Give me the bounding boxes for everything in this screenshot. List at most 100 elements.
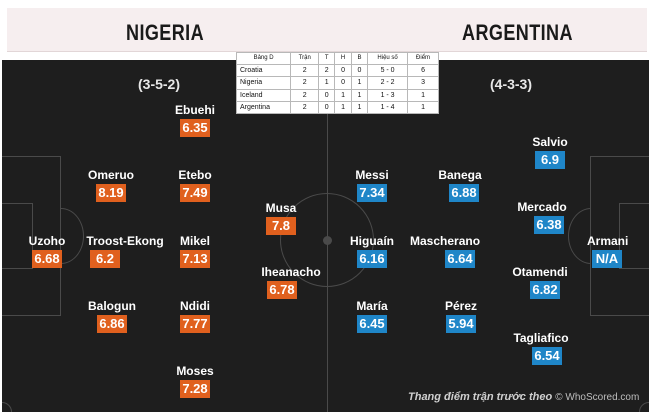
footer-source: © WhoScored.com: [555, 392, 640, 403]
standings-header-row: Bảng D Trận T H B Hiệu số Điểm: [235, 51, 439, 66]
player-rating: 7.34: [357, 184, 387, 202]
player-rating: 7.28: [180, 380, 210, 398]
player-name: Salvio: [532, 135, 568, 149]
home-player: Musa 7.8: [258, 201, 304, 235]
player-name: Iheanacho: [261, 265, 321, 279]
player-name: Musa: [265, 201, 297, 215]
standings-cell: 2: [290, 76, 320, 90]
away-player: Otamendi 6.82: [510, 265, 570, 299]
player-name: Tagliafico: [513, 331, 569, 345]
player-rating: 6.64: [445, 250, 475, 268]
away-player: Tagliafico 6.54: [510, 331, 572, 365]
standings-col-played: Trận: [290, 51, 320, 66]
player-rating: 7.77: [180, 315, 210, 333]
standings-cell: Croatia: [235, 64, 292, 78]
player-rating: 6.54: [532, 347, 562, 365]
standings-row: Argentina 2 0 1 1 1 - 4 1: [235, 100, 439, 115]
away-player: Salvio 6.9: [530, 135, 570, 169]
standings-cell: 1 - 3: [367, 88, 409, 102]
home-player: Omeruo 8.19: [83, 168, 139, 202]
standings-col-won: T: [318, 51, 336, 66]
player-name: Ebuehi: [174, 103, 215, 117]
player-rating: 7.49: [180, 184, 210, 202]
standings-cell: Argentina: [235, 100, 292, 115]
standings-cell: 0: [318, 88, 336, 102]
home-player: Balogun 6.86: [84, 299, 140, 333]
footer-caption-text: Thang điểm trận trước theo: [408, 391, 553, 403]
standings-cell: 1: [407, 100, 439, 115]
home-player: Troost-Ekong 6.2: [80, 234, 170, 268]
standings-cell: 5 - 0: [367, 64, 409, 78]
standings-cell: 0: [334, 76, 352, 90]
player-rating: 6.45: [357, 315, 387, 333]
right-goal-area: [619, 203, 649, 269]
away-player: Messi 7.34: [349, 168, 395, 202]
standings-cell: Nigeria: [235, 76, 292, 90]
player-rating: 6.16: [357, 250, 387, 268]
standings-cell: 2: [290, 100, 320, 115]
player-rating: 6.82: [530, 281, 560, 299]
standings-cell: 0: [318, 100, 336, 115]
standings-cell: 1 - 4: [367, 100, 409, 115]
player-name: Mikel: [179, 234, 210, 248]
player-rating: 7.8: [266, 217, 296, 235]
standings-cell: 2 - 2: [367, 76, 409, 90]
player-rating: 6.86: [97, 315, 127, 333]
away-player: Higuaín 6.16: [342, 234, 402, 268]
player-rating: 8.19: [96, 184, 126, 202]
centre-spot: [323, 236, 332, 245]
player-name: Uzoho: [28, 234, 66, 248]
standings-row: Nigeria 2 1 0 1 2 - 2 3: [235, 76, 439, 90]
standings-cell: 1: [334, 88, 352, 102]
home-player: Iheanacho 6.78: [255, 265, 327, 299]
home-player: Ebuehi 6.35: [170, 103, 220, 137]
player-name: Moses: [176, 364, 214, 378]
standings-cell: 1: [318, 76, 336, 90]
player-name: Mascherano: [410, 234, 481, 248]
player-name: Etebo: [178, 168, 212, 182]
player-name: Banega: [438, 168, 482, 182]
player-rating: 6.9: [535, 151, 565, 169]
standings-col-goal-diff: Hiệu số: [367, 51, 409, 66]
standings-cell: 2: [290, 88, 320, 102]
player-name: Omeruo: [87, 168, 134, 182]
home-team-title: NIGERIA: [126, 20, 205, 45]
corner-arc-bottom-right: [639, 402, 649, 412]
standings-row: Iceland 2 0 1 1 1 - 3 1: [235, 88, 439, 102]
player-rating: 7.13: [180, 250, 210, 268]
player-rating: 6.2: [90, 250, 120, 268]
home-player: Etebo 7.49: [170, 168, 220, 202]
away-team-title: ARGENTINA: [462, 20, 573, 45]
home-player: Mikel 7.13: [170, 234, 220, 268]
standings-cell: 1: [407, 88, 439, 102]
home-player: Uzoho 6.68: [26, 234, 68, 268]
away-player: Mercado 6.38: [514, 200, 570, 234]
player-name: Ndidi: [180, 299, 210, 313]
away-player: María 6.45: [349, 299, 395, 333]
away-player: Armani N/A: [587, 234, 629, 268]
standings-cell: 1: [350, 76, 369, 90]
player-name: Higuaín: [350, 234, 394, 248]
away-player: Pérez 5.94: [441, 299, 481, 333]
away-formation: (4-3-3): [490, 76, 533, 92]
away-player: Banega 6.88: [432, 168, 488, 202]
player-name: Armani: [587, 234, 629, 248]
header-bar: [7, 8, 647, 52]
player-rating: 5.94: [446, 315, 476, 333]
player-rating: 6.78: [267, 281, 297, 299]
away-player: Mascherano 6.64: [410, 234, 480, 268]
left-goal-area: [2, 203, 33, 269]
standings-col-group: Bảng D: [235, 51, 292, 66]
player-name: Troost-Ekong: [86, 234, 164, 248]
standings-cell: 1: [350, 88, 369, 102]
standings-col-points: Điểm: [407, 51, 439, 66]
player-name: Otamendi: [512, 265, 568, 279]
standings-cell: 0: [334, 64, 352, 78]
player-name: Balogun: [88, 299, 136, 313]
standings-col-drawn: H: [334, 51, 352, 66]
home-player: Ndidi 7.77: [170, 299, 220, 333]
player-name: Messi: [355, 168, 389, 182]
player-rating: N/A: [592, 250, 622, 268]
player-name: Pérez: [444, 299, 478, 313]
home-formation: (3-5-2): [138, 76, 181, 92]
